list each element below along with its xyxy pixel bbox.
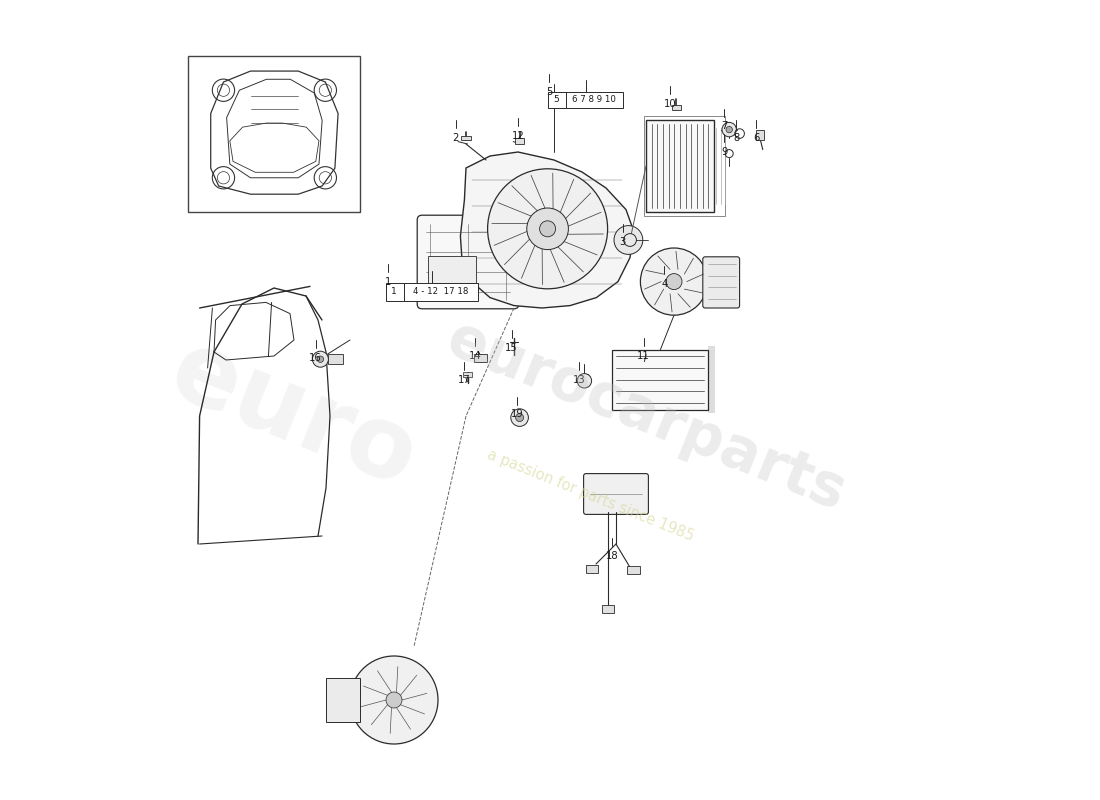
Text: 17: 17 (458, 375, 471, 385)
Bar (645, 116, 725, 216)
Text: 16: 16 (309, 353, 322, 362)
Text: 3: 3 (619, 237, 626, 246)
Text: eurocarparts: eurocarparts (438, 310, 854, 522)
Circle shape (624, 234, 637, 246)
Bar (757, 130, 764, 140)
FancyBboxPatch shape (584, 474, 648, 514)
Polygon shape (461, 152, 634, 308)
Text: 2: 2 (452, 133, 459, 142)
Circle shape (540, 221, 556, 237)
Text: a passion for parts since 1985: a passion for parts since 1985 (484, 447, 695, 545)
Bar (463, 372, 472, 377)
Bar (188, 56, 361, 212)
Circle shape (614, 226, 642, 254)
Circle shape (510, 409, 528, 426)
Circle shape (722, 122, 736, 137)
Bar (585, 565, 598, 573)
Text: 4 - 12  17 18: 4 - 12 17 18 (414, 287, 469, 297)
Bar (602, 605, 615, 613)
Bar (549, 92, 623, 108)
Text: 5: 5 (546, 87, 552, 97)
Bar (613, 350, 708, 410)
Bar (386, 283, 478, 301)
Bar (329, 354, 343, 364)
Circle shape (516, 414, 524, 422)
Circle shape (527, 208, 569, 250)
Text: 19: 19 (510, 410, 524, 419)
Circle shape (317, 356, 323, 362)
Text: 7: 7 (722, 122, 727, 131)
Text: 18: 18 (606, 551, 618, 561)
Bar (646, 120, 714, 212)
Text: 15: 15 (505, 343, 518, 353)
Circle shape (726, 126, 733, 133)
Text: 6 7 8 9 10: 6 7 8 9 10 (572, 95, 616, 105)
FancyBboxPatch shape (703, 257, 739, 308)
Circle shape (666, 274, 682, 290)
Circle shape (640, 248, 707, 315)
Bar (515, 138, 525, 144)
Text: 6: 6 (754, 133, 760, 142)
FancyBboxPatch shape (417, 215, 519, 309)
Text: 8: 8 (734, 133, 739, 142)
Bar (627, 566, 640, 574)
Circle shape (578, 374, 592, 388)
Text: euro: euro (156, 323, 431, 509)
Text: 14: 14 (469, 351, 481, 361)
Text: 12: 12 (512, 131, 525, 141)
Circle shape (487, 169, 607, 289)
Text: 10: 10 (663, 99, 676, 109)
Bar (461, 136, 471, 140)
Text: 9: 9 (722, 147, 727, 157)
Bar (672, 105, 681, 110)
Circle shape (386, 692, 402, 708)
Bar (326, 678, 360, 722)
Text: 13: 13 (572, 375, 585, 385)
Text: 1: 1 (384, 277, 390, 286)
Text: 5: 5 (553, 95, 559, 105)
Bar (428, 256, 476, 288)
Bar (708, 346, 715, 413)
Text: 4: 4 (661, 279, 668, 289)
Text: 1: 1 (392, 287, 397, 297)
Circle shape (312, 351, 329, 367)
Circle shape (350, 656, 438, 744)
Text: 11: 11 (637, 351, 650, 361)
Bar (474, 354, 487, 362)
